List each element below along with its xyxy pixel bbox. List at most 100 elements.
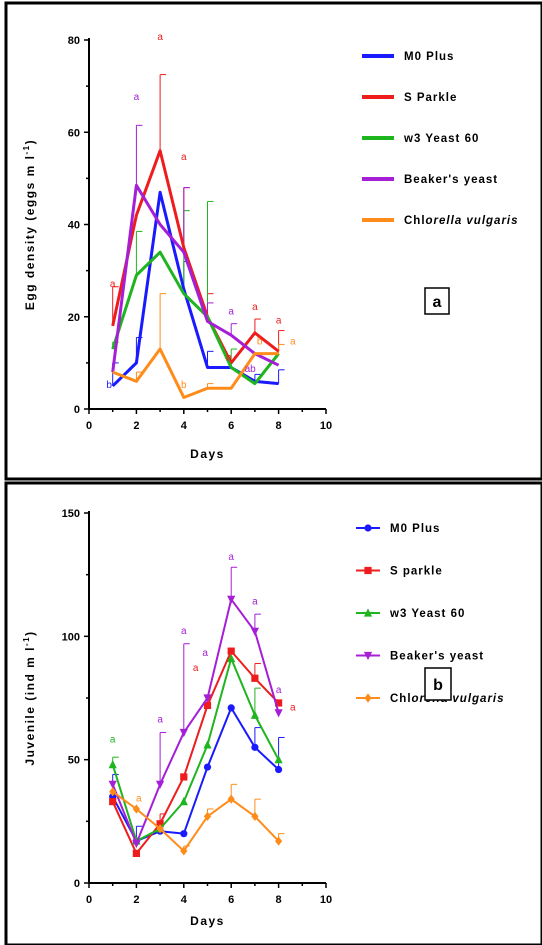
- chart-a-y-tick-label: 60: [68, 127, 80, 139]
- chart-a-annotation: a: [110, 279, 116, 290]
- chart-b-y-tick-label: 0: [74, 878, 80, 890]
- chart-b-data-point: [108, 780, 117, 789]
- chart-b-y-axis-label: Juvenile (ind m l-1): [22, 630, 37, 765]
- chart-b-data-point: [251, 674, 259, 682]
- chart-b-legend-label: M0 Plus: [390, 523, 440, 535]
- chart-b-annotation: a: [157, 715, 163, 726]
- chart-b-annotation: a: [252, 596, 258, 607]
- chart-b-panel-label-box: [424, 667, 452, 701]
- chart-a-legend-label: S Parkle: [404, 92, 457, 104]
- chart-a-annotation: b: [181, 380, 187, 391]
- chart-b-data-point: [132, 804, 140, 814]
- chart-a-x-tick-label: 0: [86, 420, 92, 432]
- chart-b-legend-label: S parkle: [390, 566, 443, 578]
- chart-b-data-point: [203, 763, 212, 771]
- chart-b-legend-label: Beaker's yeast: [390, 651, 484, 663]
- chart-a-annotation: a: [228, 306, 234, 317]
- chart-b-data-point: [203, 701, 212, 709]
- chart-a-x-tick-label: 6: [228, 420, 234, 432]
- chart-b-data-point: [180, 846, 188, 856]
- chart-b-data-point: [251, 743, 259, 751]
- chart-b-data-point: [132, 849, 140, 857]
- chart-a-x-tick-label: 8: [276, 420, 282, 432]
- chart-b-x-tick-label: 0: [86, 894, 92, 906]
- chart-b-annotation: a: [181, 626, 187, 637]
- chart-b-data-point: [227, 647, 235, 655]
- chart-b-legend-marker: [363, 608, 373, 617]
- chart-b-legend-marker: [364, 524, 372, 532]
- chart-a-y-tick-label: 0: [74, 404, 80, 416]
- chart-b-data-point: [203, 740, 212, 749]
- chart-b-legend-label: w3 Yeast 60: [389, 608, 465, 620]
- chart-b-data-point: [156, 820, 164, 828]
- chart-b-y-tick-label: 100: [62, 631, 80, 643]
- chart-b-legend-marker: [364, 566, 372, 575]
- chart-b-x-tick-label: 4: [181, 894, 188, 906]
- chart-b-data-point: [180, 773, 188, 781]
- chart-b-data-point: [179, 728, 188, 738]
- chart-a-series-line: [111, 190, 279, 388]
- chart-a-panel-label-box: [424, 287, 450, 315]
- chart-a-series-line: [111, 183, 280, 373]
- chart-a-annotation: a: [157, 32, 163, 43]
- chart-a-annotation: b: [106, 380, 112, 391]
- chart-b-data-point: [132, 839, 141, 849]
- chart-b-x-tick-label: 8: [276, 894, 282, 906]
- chart-b-series-line: [111, 657, 280, 843]
- chart-a-series-line: [111, 250, 280, 386]
- chart-b-x-tick-label: 6: [228, 894, 234, 906]
- chart-b-annotation: a: [290, 702, 296, 713]
- chart-b-annotation: a: [228, 552, 234, 563]
- chart-a-annotation: a: [181, 152, 187, 163]
- chart-a-panel-label: a: [433, 294, 442, 311]
- chart-a-legend-label: w3 Yeast 60: [403, 133, 479, 145]
- panel-b-frame: [4, 481, 542, 945]
- chart-a-y-axis-label: Egg density (eggs m l-1): [22, 139, 37, 310]
- chart-b-y-tick-label: 50: [68, 755, 80, 767]
- chart-b-data-point: [156, 780, 165, 789]
- chart-b-data-point: [275, 836, 283, 846]
- chart-a-annotation: b: [226, 353, 232, 364]
- chart-b-data-point: [156, 824, 164, 834]
- chart-b-series-line: [111, 598, 280, 845]
- chart-b-data-point: [227, 653, 236, 663]
- chart-a-x-tick-label: 4: [181, 420, 188, 432]
- chart-b-data-point: [251, 811, 259, 821]
- chart-b-data-point: [274, 755, 283, 764]
- chart-a-annotation: ab: [245, 364, 257, 375]
- chart-a-annotation: a: [252, 302, 258, 313]
- chart-b-series-line: [111, 650, 280, 855]
- chart-b-y-tick-label: 150: [62, 508, 80, 520]
- chart-a-x-tick-label: 10: [320, 420, 332, 432]
- chart-a-y-tick-label: 20: [68, 312, 80, 324]
- chart-b-data-point: [275, 765, 283, 774]
- chart-b-annotation: a: [276, 685, 282, 696]
- chart-a-annotation: a: [290, 336, 296, 347]
- chart-b-x-axis-label: Days: [190, 914, 225, 928]
- chart-b-panel-label: b: [433, 677, 443, 694]
- chart-b-annotation: a: [110, 734, 116, 745]
- chart-b-data-point: [203, 694, 212, 703]
- chart-b-data-point: [227, 704, 235, 712]
- chart-b-data-point: [274, 709, 283, 718]
- chart-a-annotation: a: [276, 316, 282, 327]
- chart-b-data-point: [227, 595, 236, 604]
- chart-b-data-point: [109, 787, 117, 797]
- chart-b-legend-marker: [364, 693, 372, 703]
- chart-a-legend-label: Beaker's yeast: [404, 174, 498, 186]
- chart-a-series-line: [112, 347, 279, 399]
- chart-a-y-tick-label: 40: [68, 220, 80, 232]
- chart-b-data-point: [109, 798, 117, 806]
- chart-b-x-tick-label: 10: [320, 894, 332, 906]
- chart-b-data-point: [275, 699, 283, 707]
- chart-b-series-line: [112, 790, 280, 852]
- chart-a-x-tick-label: 2: [133, 420, 139, 432]
- chart-a-x-axis-label: Days: [190, 447, 225, 461]
- chart-b-annotation: a: [193, 663, 199, 674]
- chart-a-y-tick-label: 80: [68, 35, 80, 47]
- chart-a-legend-label: M0 Plus: [404, 51, 454, 63]
- panel-a-frame: [4, 1, 542, 481]
